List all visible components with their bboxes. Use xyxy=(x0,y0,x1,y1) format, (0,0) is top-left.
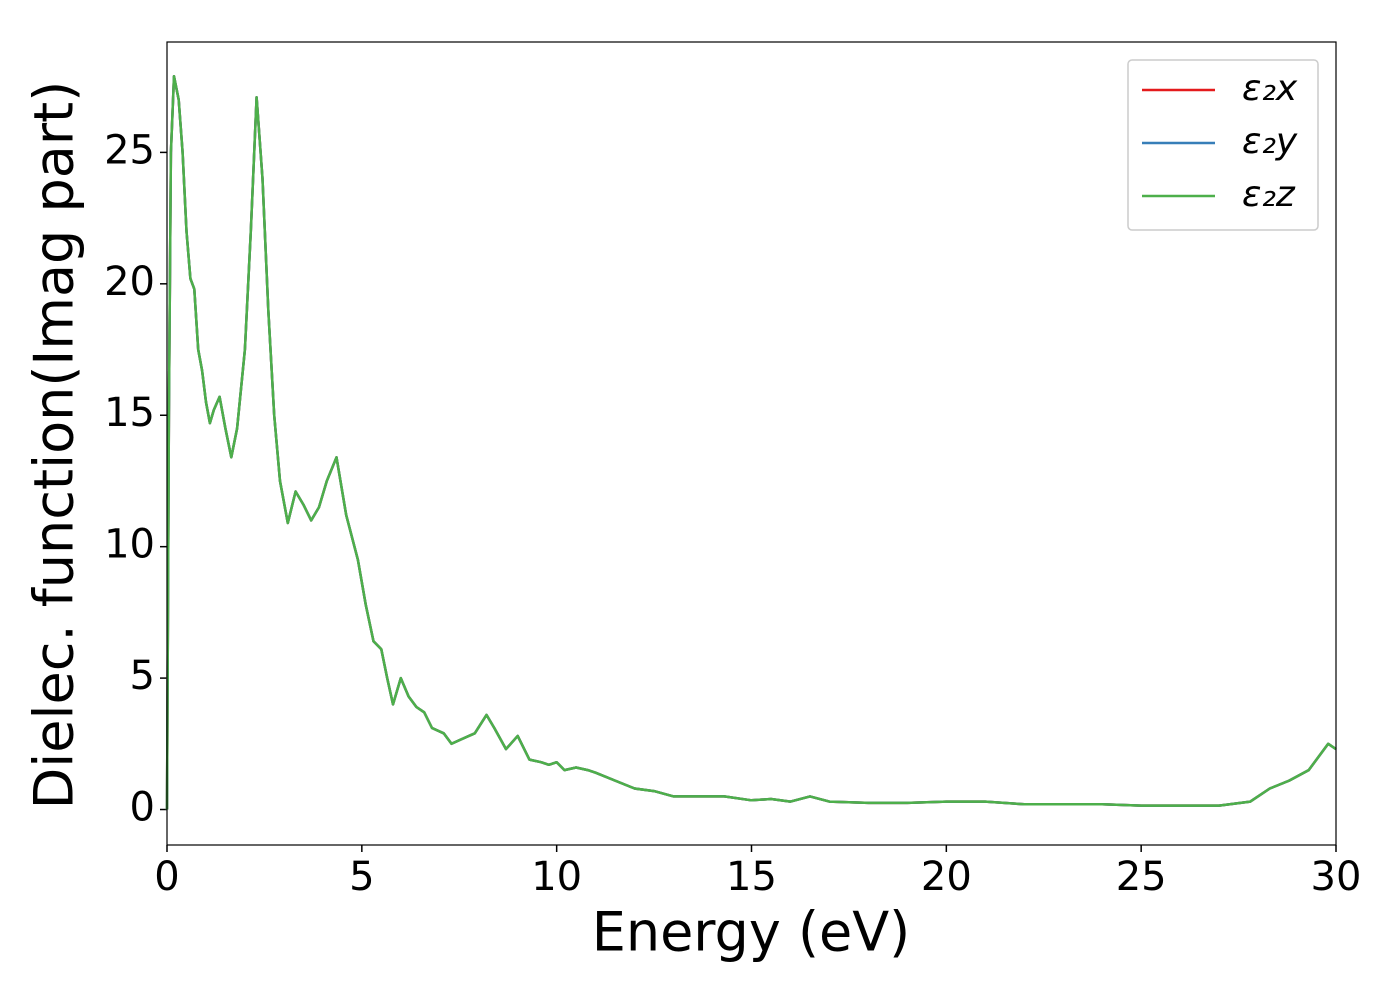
legend-label: ε₂z xyxy=(1242,174,1296,215)
y-axis-label: Dielec. function(Imag part) xyxy=(23,81,86,810)
y-tick-label: 0 xyxy=(130,785,155,831)
plot-frame xyxy=(166,41,1337,846)
legend-box xyxy=(1127,59,1319,231)
y-tick-label: 20 xyxy=(104,259,155,305)
x-tick-label: 5 xyxy=(349,854,374,900)
x-tick-label: 10 xyxy=(531,854,582,900)
y-tick-label: 25 xyxy=(104,127,155,173)
y-tick-label: 15 xyxy=(104,390,155,436)
x-tick-label: 30 xyxy=(1311,854,1362,900)
x-axis-label: Energy (eV) xyxy=(592,901,911,964)
x-tick-label: 15 xyxy=(726,854,777,900)
y-tick-label: 5 xyxy=(130,653,155,699)
x-tick-label: 20 xyxy=(921,854,972,900)
legend-label: ε₂y xyxy=(1242,121,1298,162)
legend-label: ε₂x xyxy=(1242,68,1298,109)
line xyxy=(165,74,1337,810)
x-tick-label: 25 xyxy=(1116,854,1167,900)
y-tick-label: 10 xyxy=(104,522,155,568)
x-tick-label: 0 xyxy=(154,854,179,900)
